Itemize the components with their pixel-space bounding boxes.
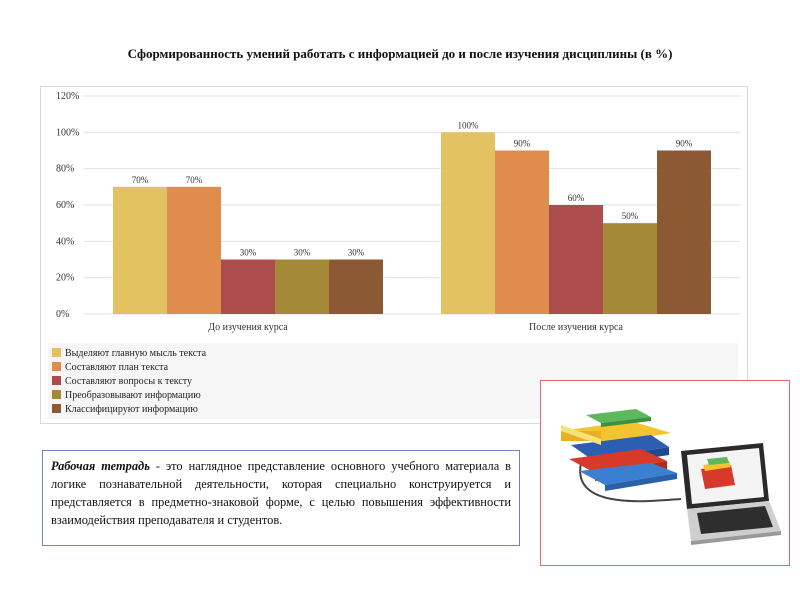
legend-entry: Классифицируют информацию: [65, 404, 198, 415]
bar-chart: 0% 20% 40% 60% 80% 100% 120% 70% 70% 30% 30% 30% 10…: [48, 91, 740, 419]
bar-value-label: 70%: [132, 175, 149, 185]
bar-value-label: 100%: [458, 120, 480, 130]
books-and-laptop-illustration: [540, 380, 790, 566]
bar-value-label: 90%: [514, 139, 531, 149]
y-tick-label: 40%: [56, 236, 74, 247]
definition-text: - это наглядное представление основного …: [51, 459, 511, 527]
category-label: После изучения курса: [529, 322, 623, 333]
bar: [221, 259, 275, 314]
legend-swatch: [52, 404, 61, 413]
bar-value-label: 30%: [240, 248, 257, 258]
y-tick-label: 100%: [56, 127, 79, 138]
bar-value-label: 50%: [622, 211, 639, 221]
bar-value-label: 90%: [676, 139, 693, 149]
bar: [113, 186, 167, 314]
definition-term: Рабочая тетрадь: [51, 459, 150, 473]
legend-swatch: [52, 362, 61, 371]
y-tick-label: 20%: [56, 273, 74, 284]
bar-value-label: 30%: [294, 248, 311, 258]
y-axis-ticks: 0% 20% 40% 60% 80% 100% 120%: [56, 91, 79, 320]
bar: [167, 186, 221, 314]
slide-title: Сформированность умений работать с инфор…: [127, 46, 673, 61]
bar-value-label: 30%: [348, 248, 365, 258]
bar: [441, 132, 495, 314]
category-labels: До изучения курса После изучения курса: [208, 322, 623, 333]
bar: [657, 150, 711, 314]
legend-swatch: [52, 348, 61, 357]
legend-entry: Составляют вопросы к тексту: [65, 376, 192, 387]
bar: [275, 259, 329, 314]
legend-entry: Преобразовывают информацию: [65, 390, 201, 401]
y-tick-label: 0%: [56, 309, 69, 320]
y-tick-label: 60%: [56, 200, 74, 211]
bar-labels: 70% 70% 30% 30% 30% 100% 90% 60% 50% 90%: [132, 120, 693, 257]
legend-swatch: [52, 376, 61, 385]
books-and-laptop-icon: [561, 409, 781, 545]
bar: [329, 259, 383, 314]
bar: [495, 150, 549, 314]
bar-value-label: 60%: [568, 193, 585, 203]
bar: [603, 223, 657, 314]
bar-value-label: 70%: [186, 175, 203, 185]
y-tick-label: 80%: [56, 164, 74, 175]
legend-swatch: [52, 390, 61, 399]
definition-box: Рабочая тетрадь - это наглядное представ…: [42, 450, 520, 546]
y-tick-label: 120%: [56, 91, 79, 102]
bar: [549, 205, 603, 314]
bars: [113, 132, 711, 314]
legend-entry: Выделяют главную мысль текста: [65, 348, 207, 359]
category-label: До изучения курса: [208, 322, 288, 333]
legend-entry: Составляют план текста: [65, 362, 169, 373]
